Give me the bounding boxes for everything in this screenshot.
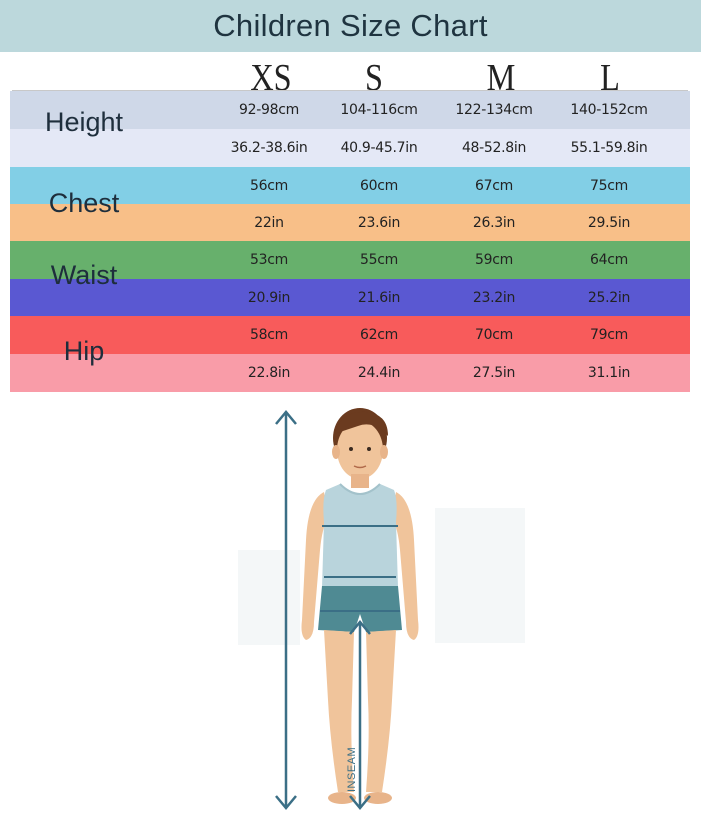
- table-cell: 48-52.8in: [461, 140, 527, 156]
- table-cell: 27.5in: [472, 365, 516, 381]
- page-title: Children Size Chart: [213, 8, 488, 43]
- category-label-height: Height: [44, 107, 124, 137]
- table-row-waist-in: 20.9in 21.6in 23.2in 25.2in: [10, 279, 690, 317]
- table-cell: 92-98cm: [239, 102, 299, 118]
- table-cell: 31.1in: [587, 365, 631, 381]
- category-label-hip: Hip: [63, 336, 105, 366]
- table-cell: 25.2in: [587, 290, 631, 306]
- table-row-hip-cm: 58cm 62cm 70cm 79cm: [10, 316, 690, 354]
- table-cell: 58cm: [250, 327, 288, 343]
- table-row-chest-in: 22in 23.6in 26.3in 29.5in: [10, 204, 690, 242]
- table-row-height-in: 36.2-38.6in 40.9-45.7in 48-52.8in 55.1-5…: [10, 129, 690, 167]
- table-cell: 55cm: [360, 252, 398, 268]
- table-cell: 22in: [254, 215, 284, 231]
- table-cell: 75cm: [590, 178, 628, 194]
- table-cell: 62cm: [360, 327, 398, 343]
- table-cell: 60cm: [360, 178, 398, 194]
- category-label-waist: Waist: [50, 260, 118, 290]
- table-cell: 40.9-45.7in: [340, 140, 418, 156]
- measurement-figure: INSEAM: [230, 400, 530, 813]
- table-cell: 36.2-38.6in: [230, 140, 308, 156]
- table-cell: 64cm: [590, 252, 628, 268]
- size-header-s: S: [365, 57, 383, 99]
- inseam-label: INSEAM: [346, 747, 358, 792]
- table-cell: 56cm: [250, 178, 288, 194]
- child-figure-icon: INSEAM: [238, 408, 525, 810]
- table-cell: 140-152cm: [570, 102, 648, 118]
- title-bar: Children Size Chart: [0, 0, 701, 52]
- table-cell: 29.5in: [587, 215, 631, 231]
- table-cell: 79cm: [590, 327, 628, 343]
- table-cell: 20.9in: [247, 290, 291, 306]
- table-row-height-cm: 92-98cm 104-116cm 122-134cm 140-152cm: [10, 91, 690, 129]
- table-row-waist-cm: 53cm 55cm 59cm 64cm: [10, 241, 690, 279]
- height-arrow-icon: [275, 410, 297, 810]
- table-cell: 22.8in: [247, 365, 291, 381]
- table-cell: 24.4in: [357, 365, 401, 381]
- size-header-l: L: [600, 57, 620, 99]
- table-cell: 67cm: [475, 178, 513, 194]
- category-label-chest: Chest: [48, 188, 120, 218]
- table-cell: 53cm: [250, 252, 288, 268]
- table-cell: 70cm: [475, 327, 513, 343]
- table-cell: 122-134cm: [455, 102, 533, 118]
- table-row-chest-cm: 56cm 60cm 67cm 75cm: [10, 167, 690, 205]
- table-cell: 23.6in: [357, 215, 401, 231]
- table-cell: 59cm: [475, 252, 513, 268]
- table-cell: 55.1-59.8in: [570, 140, 648, 156]
- header-divider: [12, 90, 688, 91]
- table-cell: 21.6in: [357, 290, 401, 306]
- table-cell: 104-116cm: [340, 102, 418, 118]
- table-cell: 23.2in: [472, 290, 516, 306]
- inseam-arrow-icon: [349, 620, 371, 810]
- table-row-hip-in: 22.8in 24.4in 27.5in 31.1in: [10, 354, 690, 392]
- table-cell: 26.3in: [472, 215, 516, 231]
